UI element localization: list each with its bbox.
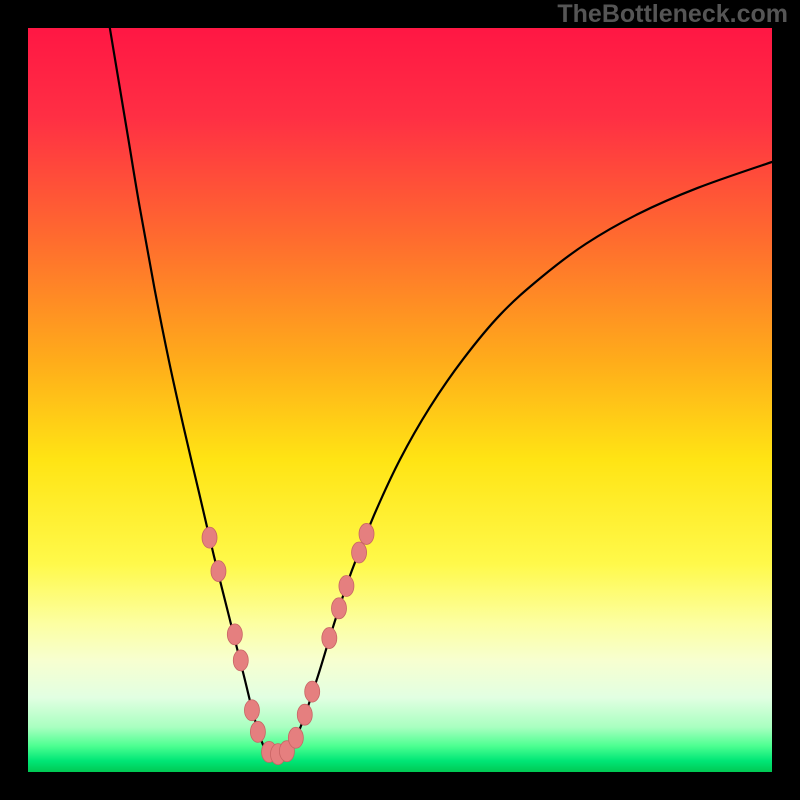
data-marker (244, 700, 259, 721)
data-marker (250, 721, 265, 742)
data-marker (359, 523, 374, 544)
data-marker (288, 727, 303, 748)
data-marker (202, 527, 217, 548)
data-marker (352, 542, 367, 563)
data-marker (322, 628, 337, 649)
bottleneck-curve (28, 28, 772, 772)
curve-path (110, 28, 772, 756)
data-marker (211, 561, 226, 582)
data-marker (233, 650, 248, 671)
data-marker (297, 704, 312, 725)
watermark-text: TheBottleneck.com (557, 0, 788, 29)
data-marker (227, 624, 242, 645)
data-marker (339, 576, 354, 597)
chart-stage: TheBottleneck.com (0, 0, 800, 800)
plot-area (28, 28, 772, 772)
data-marker (305, 681, 320, 702)
data-marker (331, 598, 346, 619)
